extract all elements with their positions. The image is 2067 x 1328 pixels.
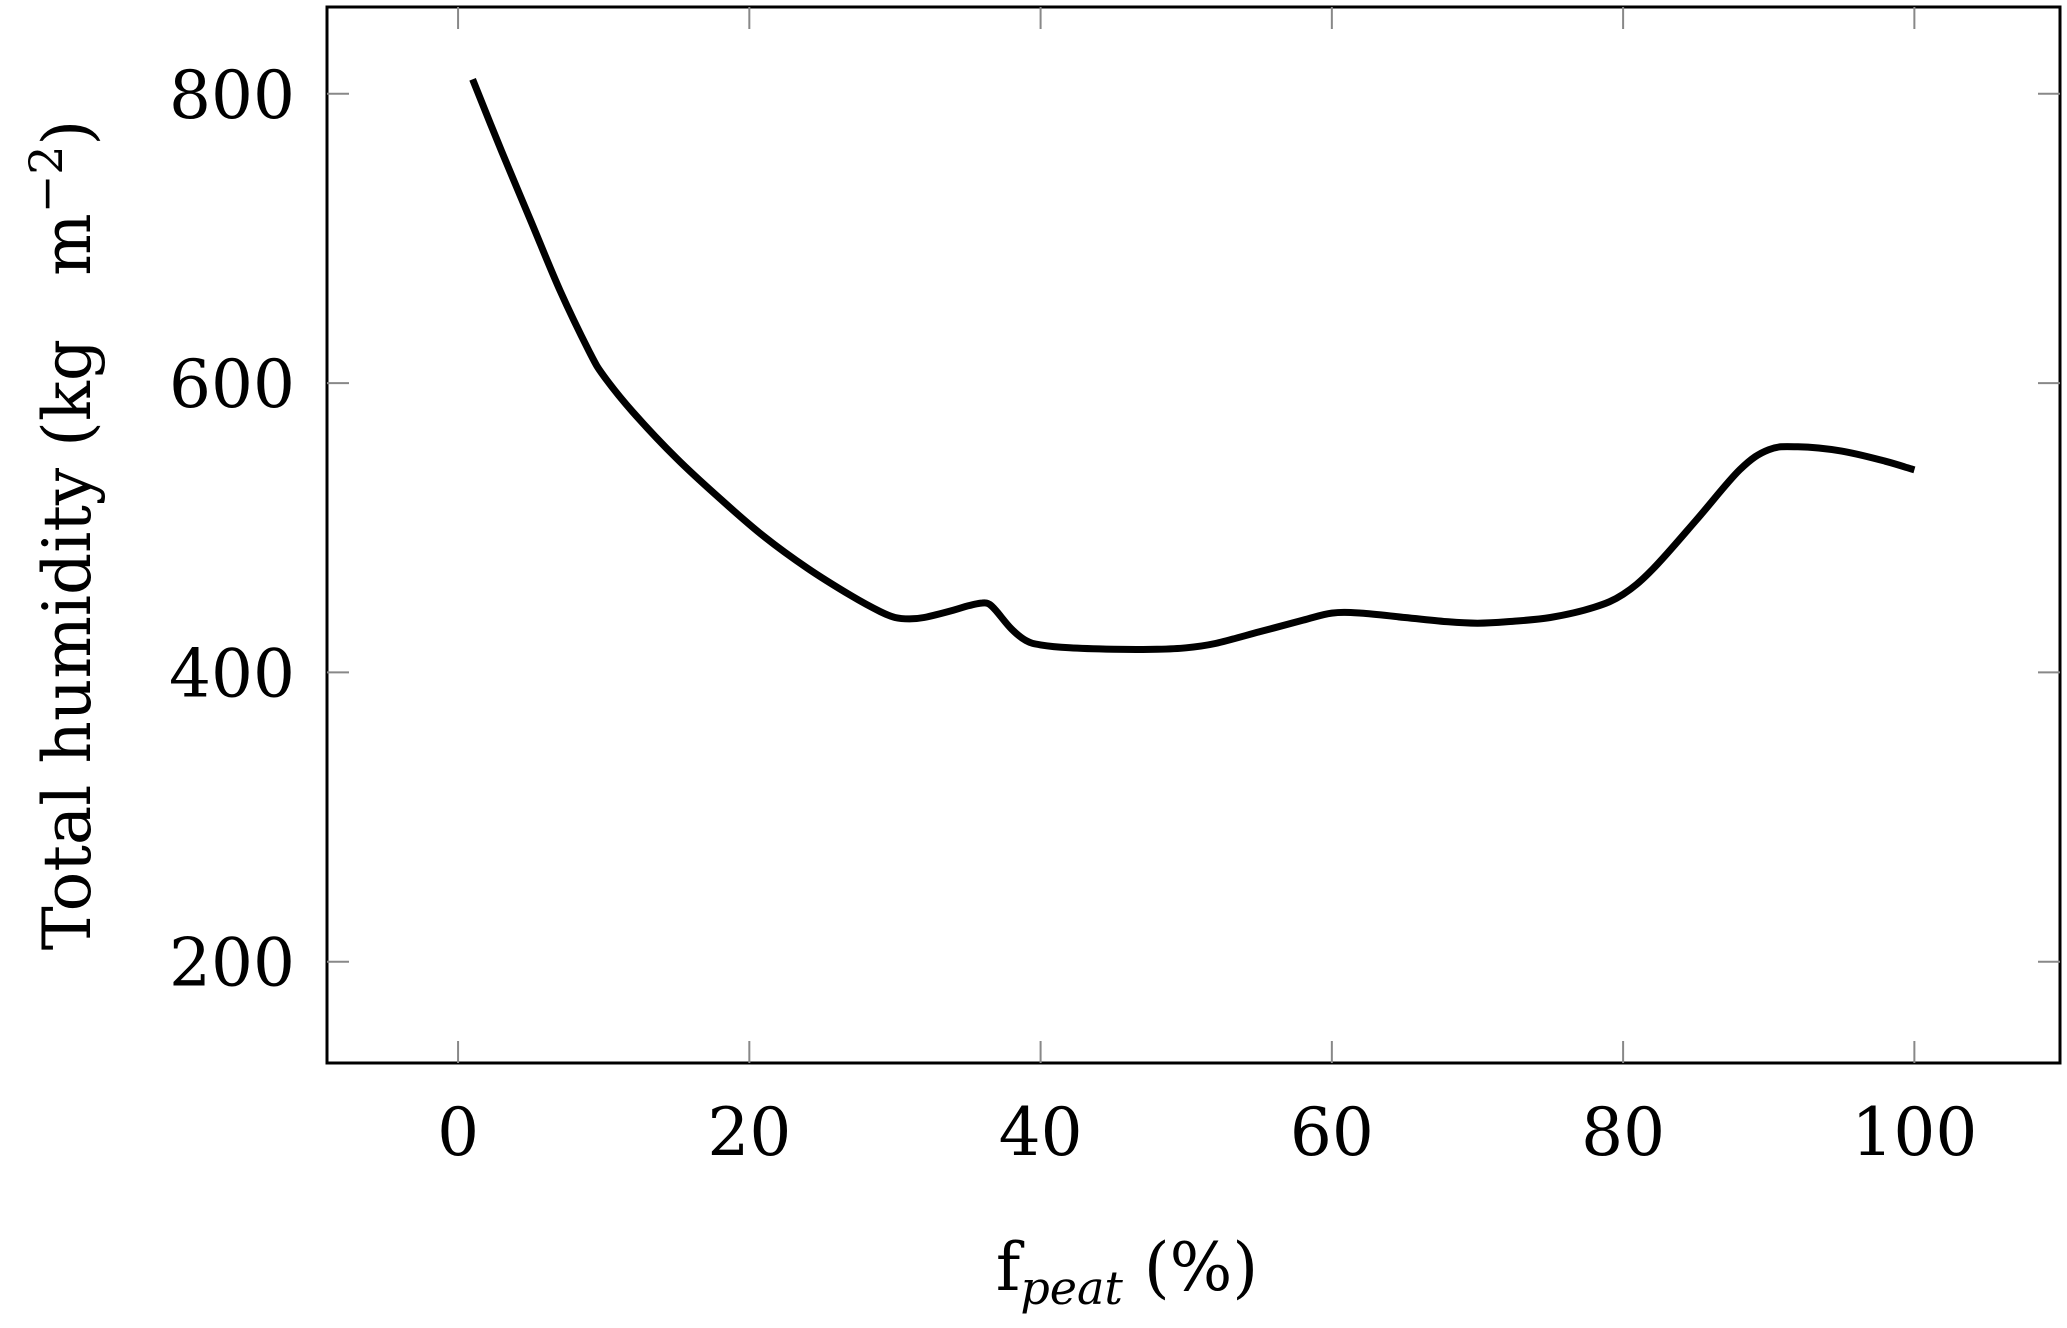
y-axis-title: Total humidity (kg m−2) [19, 120, 106, 951]
y-tick-label: 600 [169, 346, 295, 423]
x-tick-label: 0 [437, 1094, 479, 1171]
x-tick-label: 80 [1581, 1094, 1665, 1171]
x-tick-label: 60 [1290, 1094, 1374, 1171]
tick-labels: 0 20 40 60 80 100 200 400 600 800 [169, 57, 1977, 1171]
x-tick-label: 40 [999, 1094, 1083, 1171]
x-tick-label: 100 [1851, 1094, 1977, 1171]
y-axis-title-close: ) [29, 120, 106, 146]
x-axis-title-main: f [996, 1229, 1025, 1306]
x-axis-title-unit: (%) [1123, 1229, 1258, 1306]
y-tick-label: 800 [169, 57, 295, 134]
plot-frame [325, 5, 2062, 1065]
y-axis-title-main: Total humidity (kg m [29, 213, 106, 950]
y-tick-label: 400 [169, 635, 295, 712]
y-axis-title-superscript: −2 [19, 145, 73, 213]
x-axis-title-subscript: peat [1020, 1261, 1123, 1315]
y-tick-label: 200 [169, 925, 295, 1002]
series-line [469, 77, 1916, 653]
axis-ticks [327, 7, 2060, 1063]
x-tick-label: 20 [707, 1094, 791, 1171]
x-axis-title: fpeat (%) [996, 1229, 1258, 1315]
